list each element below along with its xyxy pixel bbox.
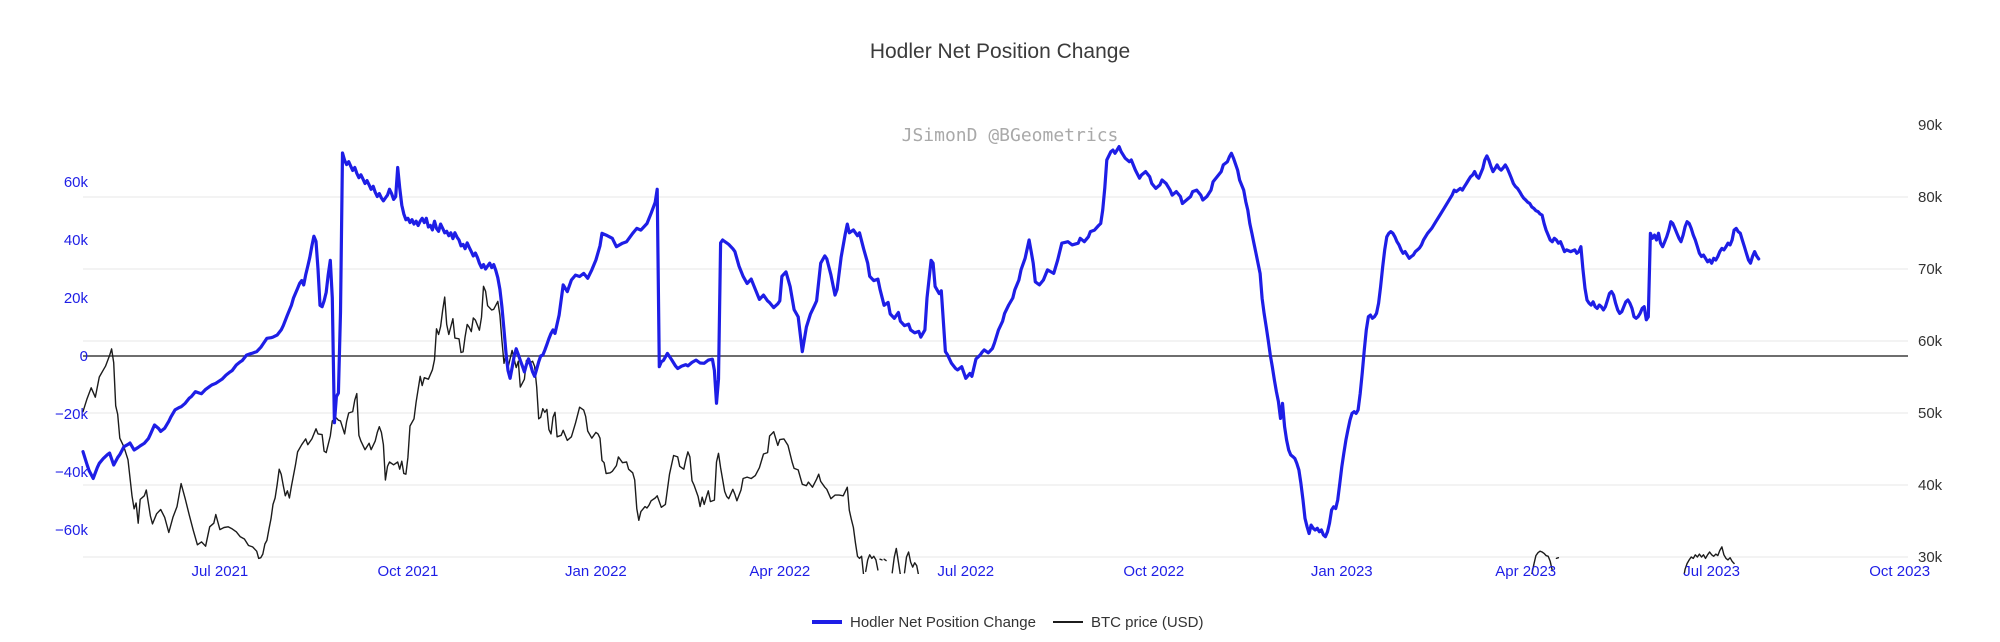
left-axis-tick-label: 0 [80,348,88,365]
series-segment [1555,557,1560,560]
watermark-text: JSimonD @BGeometrics [902,125,1119,146]
series-lines [81,145,1761,580]
left-axis-tick-label: −20k [55,406,88,423]
series-segment [82,285,865,574]
x-axis-tick-label: Apr 2022 [749,563,810,580]
chart-title: Hodler Net Position Change [870,40,1130,63]
series-segment [81,145,1761,539]
legend: Hodler Net Position Change BTC price (US… [812,614,1204,631]
right-axis-tick-label: 90k [1918,117,1943,134]
right-axis-tick-label: 80k [1918,189,1943,206]
right-axis-tick-labels: 90k 80k 70k 60k 50k 40k 30k [1918,117,1943,566]
legend-item-hodler[interactable]: Hodler Net Position Change [812,614,1036,631]
right-axis-tick-label: 40k [1918,477,1943,494]
x-axis-tick-label: Oct 2021 [377,563,438,580]
right-axis-tick-label: 50k [1918,405,1943,422]
x-axis-tick-label: Jan 2023 [1311,563,1373,580]
series-segment [891,547,901,574]
series-segment [883,558,887,562]
legend-label-hodler: Hodler Net Position Change [850,614,1036,631]
x-axis-tick-labels: Jul 2021 Oct 2021 Jan 2022 Apr 2022 Jul 2022… [192,563,1931,580]
x-axis-tick-label: Jan 2022 [565,563,627,580]
right-axis-tick-label: 70k [1918,261,1943,278]
legend-label-btc-price: BTC price (USD) [1091,614,1204,631]
series-segment [865,554,879,573]
right-axis-tick-label: 60k [1918,333,1943,350]
left-axis-tick-label: −40k [55,464,88,481]
x-axis-tick-label: Jul 2022 [937,563,994,580]
left-axis-tick-label: 20k [64,290,89,307]
series-segment [1531,550,1554,574]
legend-item-btc-price[interactable]: BTC price (USD) [1053,614,1204,631]
x-axis-tick-label: Apr 2023 [1495,563,1556,580]
series-segment [879,558,883,561]
x-axis-tick-label: Jul 2023 [1683,563,1740,580]
x-axis-tick-label: Jul 2021 [192,563,249,580]
series-segment [903,551,920,574]
x-axis-tick-label: Oct 2023 [1869,563,1930,580]
left-axis-tick-label: 40k [64,232,89,249]
left-axis-tick-label: 60k [64,174,89,191]
series-segment [1683,546,1735,574]
x-axis-tick-label: Oct 2022 [1123,563,1184,580]
left-axis-tick-labels: 60k 40k 20k 0 −20k −40k −60k [55,174,88,539]
series-btc-price[interactable] [82,285,1735,580]
left-axis-tick-label: −60k [55,522,88,539]
series-hodler-net-position[interactable] [81,145,1761,539]
right-axis-tick-label: 30k [1918,549,1943,566]
